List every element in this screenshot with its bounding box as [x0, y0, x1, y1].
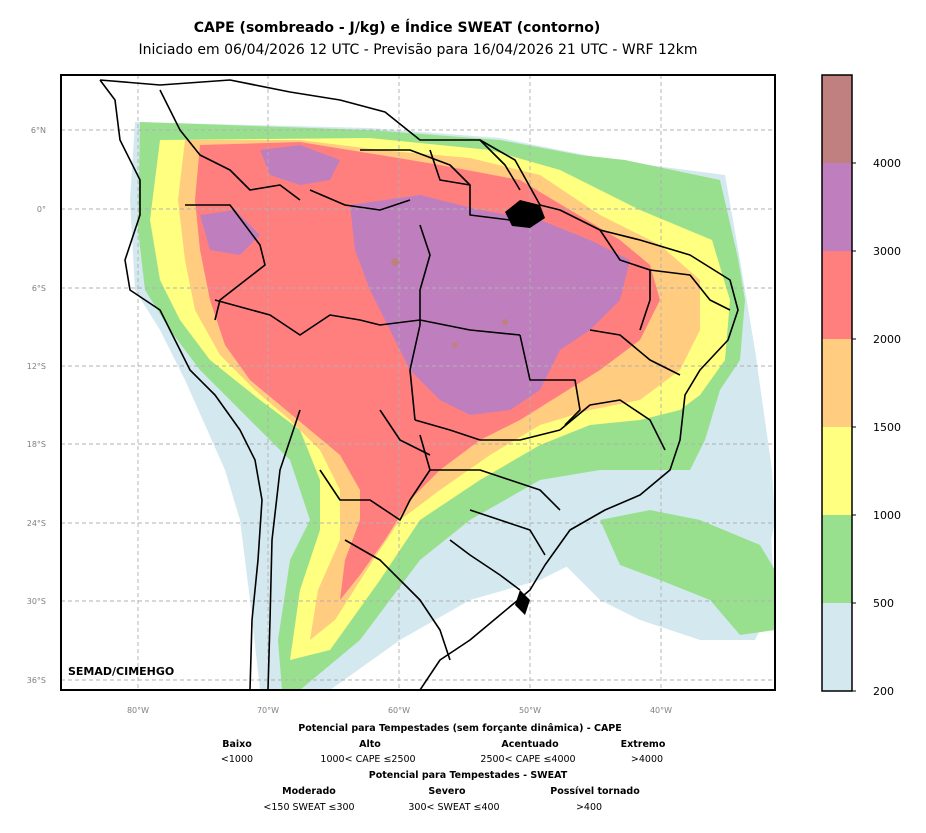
cape-shading-4000-plus: [391, 258, 508, 348]
cape-level-name: Baixo: [222, 739, 252, 750]
colorbar-segment: [822, 251, 852, 339]
marajo-island: [505, 200, 545, 228]
cape-level-name: Acentuado: [501, 739, 559, 750]
lat-label: 30°S: [27, 597, 46, 606]
sweat-level-range: 300< SWEAT ≤400: [408, 802, 499, 813]
sweat-level-name: Possível tornado: [550, 786, 640, 797]
colorbar-segment: [822, 603, 852, 691]
colorbar-segment: [822, 339, 852, 427]
latitude-labels: 6°N 0° 6°S 12°S 18°S 24°S 30°S 36°S: [27, 126, 46, 685]
lon-label: 70°W: [257, 706, 279, 715]
lat-label: 6°S: [32, 284, 46, 293]
colorbar-segment: [822, 427, 852, 515]
colorbar-tick-label: 3000: [873, 245, 901, 258]
lon-label: 40°W: [650, 706, 672, 715]
colorbar-tick-label: 4000: [873, 157, 901, 170]
cape-legend-heading: Potencial para Tempestades (sem forçante…: [298, 723, 622, 734]
colorbar-tick-label: 2000: [873, 333, 901, 346]
colorbar-tick-label: 1500: [873, 421, 901, 434]
colorbar-segment: [822, 75, 852, 163]
longitude-labels: 80°W 70°W 60°W 50°W 40°W: [127, 706, 672, 715]
cape-level-range: >4000: [631, 754, 663, 765]
colorbar-segment: [822, 515, 852, 603]
colorbar: 200 500 1000 1500 2000 3000 4000: [821, 74, 901, 698]
colorbar-frame: [821, 74, 853, 692]
map-title: CAPE (sombreado - J/kg) e Índice SWEAT (…: [193, 20, 601, 36]
sweat-level-name: Moderado: [282, 786, 336, 797]
lon-label: 80°W: [127, 706, 149, 715]
map-frame: [60, 74, 776, 691]
cape-level-range: 2500< CAPE ≤4000: [480, 754, 575, 765]
sweat-legend-heading: Potencial para Tempestades - SWEAT: [369, 770, 568, 781]
colorbar-tick-label: 500: [873, 597, 894, 610]
cape-level-range: <1000: [221, 754, 253, 765]
cape-shading-3000-4000: [200, 145, 630, 415]
colorbar-tick-label: 200: [873, 685, 894, 698]
storm-potential-legend: Potencial para Tempestades (sem forçante…: [221, 723, 666, 813]
lagoa-dos-patos: [515, 590, 530, 615]
sweat-level-range: <150 SWEAT ≤300: [263, 802, 354, 813]
sweat-level-range: >400: [576, 802, 602, 813]
lat-label: 0°: [37, 205, 46, 214]
credit-label: SEMAD/CIMEHGO: [68, 665, 174, 678]
lat-label: 18°S: [27, 440, 46, 449]
cape-level-name: Alto: [359, 739, 381, 750]
colorbar-tick-label: 1000: [873, 509, 901, 522]
lon-label: 50°W: [519, 706, 541, 715]
lon-label: 60°W: [388, 706, 410, 715]
map-panel: [61, 75, 775, 690]
map-subtitle: Iniciado em 06/04/2026 12 UTC - Previsão…: [138, 42, 698, 58]
lat-label: 24°S: [27, 519, 46, 528]
lat-label: 12°S: [27, 362, 46, 371]
colorbar-segment: [822, 163, 852, 251]
lat-label: 36°S: [27, 676, 46, 685]
sweat-level-name: Severo: [428, 786, 466, 797]
cape-level-range: 1000< CAPE ≤2500: [320, 754, 415, 765]
cape-level-name: Extremo: [621, 739, 666, 750]
lat-label: 6°N: [31, 126, 46, 135]
